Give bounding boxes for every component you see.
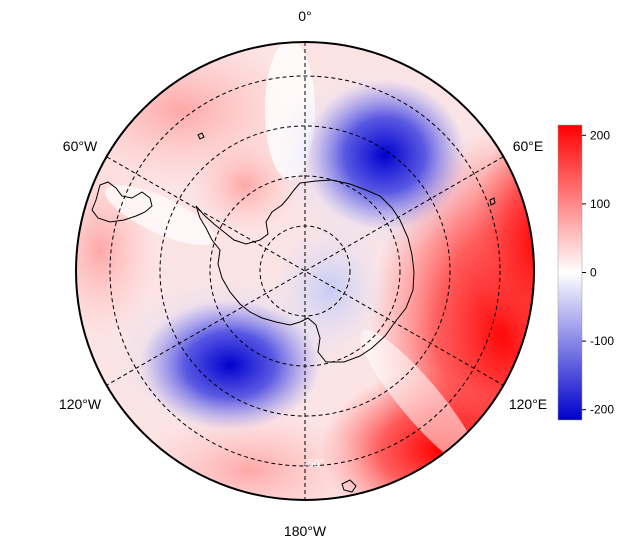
antarctica-coastline xyxy=(195,179,415,363)
label-lat-50: -50° xyxy=(304,458,324,470)
small-island xyxy=(489,197,496,206)
label-60e: 60°E xyxy=(513,138,544,154)
field-shading xyxy=(76,42,534,500)
meridian-60e-120w xyxy=(106,156,504,386)
label-120w: 120°W xyxy=(59,396,102,412)
latitude-circle xyxy=(109,75,501,467)
kerguelen-island xyxy=(341,479,357,493)
label-0: 0° xyxy=(298,8,311,24)
colorbar-tick-label: 100 xyxy=(590,197,610,211)
colorbar-tick-label: -200 xyxy=(590,403,614,417)
colorbar-tick-label: 0 xyxy=(590,266,597,280)
meridian-60w-120e xyxy=(106,156,504,386)
colorbar-ticks: 200 100 0 -100 -200 xyxy=(582,128,614,417)
small-island xyxy=(197,132,205,140)
label-180w: 180°W xyxy=(284,523,327,539)
colorbar: 200 100 0 -100 -200 xyxy=(557,124,614,421)
map-boundary xyxy=(75,41,535,501)
label-60w: 60°W xyxy=(63,138,98,154)
label-120e: 120°E xyxy=(509,396,547,412)
colorbar-gradient xyxy=(558,125,582,420)
colorbar-tick-label: -100 xyxy=(590,334,614,348)
graticule xyxy=(106,42,504,500)
colorbar-tick-label: 200 xyxy=(590,128,610,142)
south-america-coastline xyxy=(91,181,153,223)
